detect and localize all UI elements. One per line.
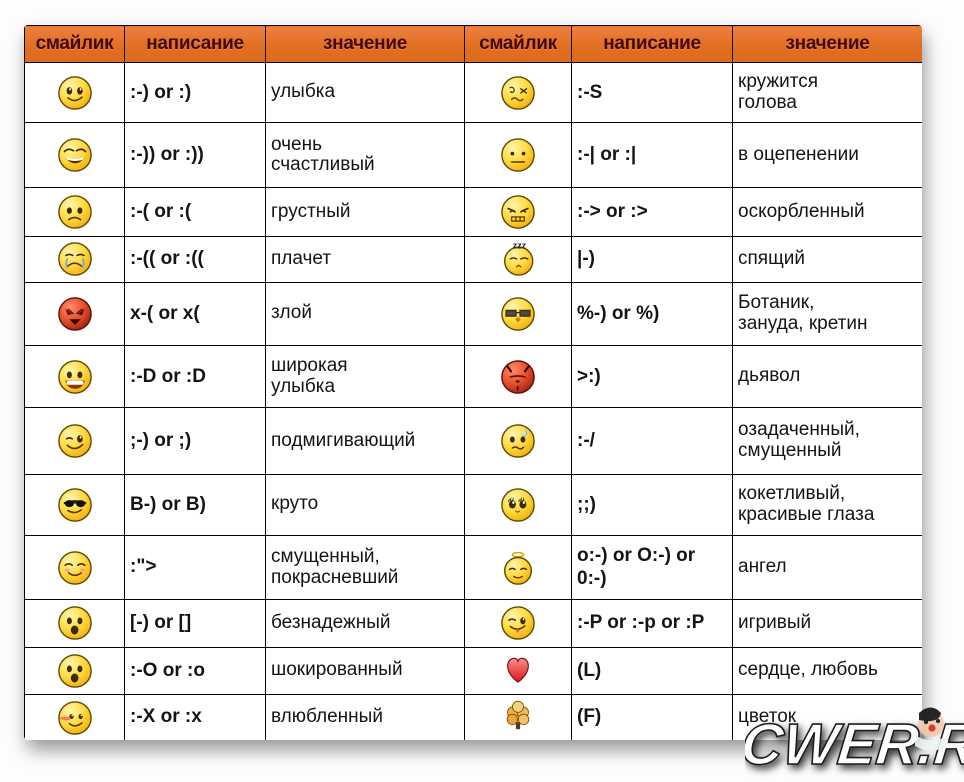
svg-text:zzz: zzz — [513, 241, 527, 251]
